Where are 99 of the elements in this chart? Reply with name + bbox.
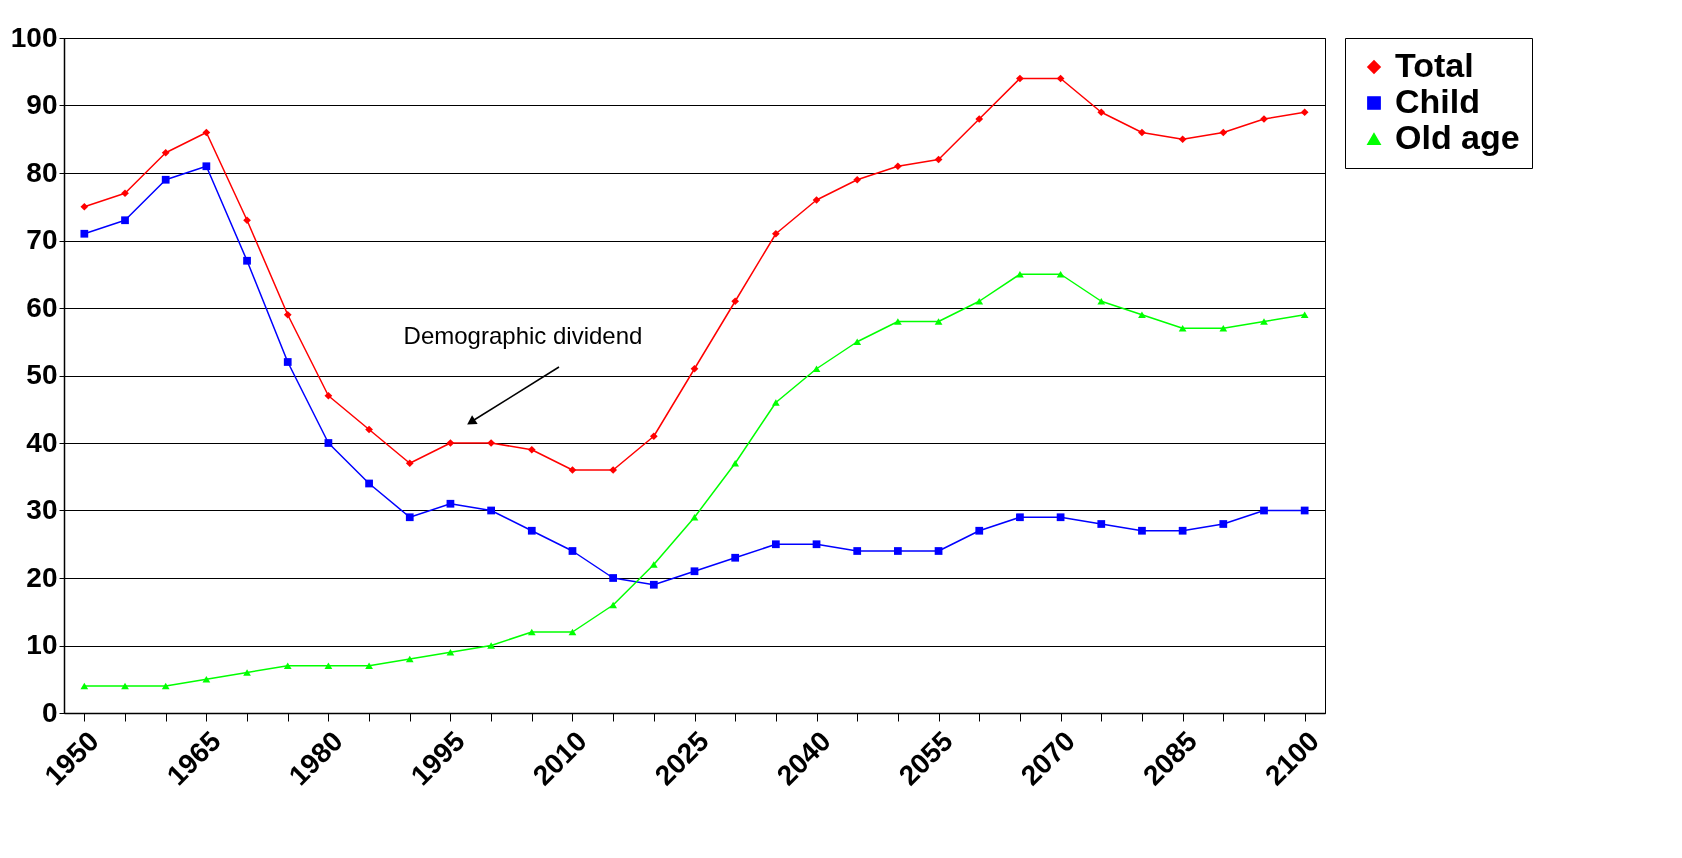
point	[161, 175, 170, 184]
point	[853, 338, 862, 346]
point	[812, 196, 821, 204]
point	[812, 365, 821, 373]
y-tick-label: 100	[10, 21, 58, 53]
point	[853, 175, 862, 184]
point	[690, 513, 699, 521]
point	[446, 439, 455, 447]
point	[243, 669, 251, 676]
point	[975, 297, 984, 305]
point	[202, 675, 211, 683]
point	[1219, 324, 1228, 332]
y-tick-label: 20	[26, 561, 58, 593]
point	[690, 567, 699, 576]
y-tick-label: 30	[26, 494, 58, 525]
y-tick-label: 10	[26, 629, 58, 660]
point	[324, 439, 333, 447]
point	[609, 466, 618, 474]
point	[1300, 311, 1309, 319]
point	[1016, 513, 1024, 522]
point	[243, 216, 251, 225]
point	[1219, 520, 1228, 528]
point	[1097, 297, 1106, 305]
point	[731, 297, 740, 306]
point	[324, 662, 333, 670]
point	[202, 162, 211, 171]
annotation: Demographic dividend	[403, 322, 643, 349]
point	[934, 318, 943, 325]
point	[894, 547, 902, 555]
point	[161, 148, 170, 157]
y-tick-label: 50	[26, 359, 58, 390]
y-tick-label: 90	[26, 89, 58, 120]
y-tick-label: 60	[26, 291, 58, 323]
point	[690, 364, 699, 373]
point	[80, 229, 89, 238]
point	[649, 432, 658, 441]
point	[365, 479, 373, 488]
point	[975, 526, 984, 535]
legend-label: Old age	[1395, 118, 1520, 156]
point	[1097, 108, 1106, 117]
point	[731, 459, 740, 467]
point	[731, 553, 740, 562]
point	[324, 391, 333, 400]
point	[121, 216, 129, 225]
point	[609, 601, 618, 609]
point	[1138, 311, 1146, 319]
legend-label: Total	[1395, 46, 1474, 84]
point	[568, 547, 577, 555]
point	[446, 499, 455, 508]
y-tick-label: 80	[26, 156, 58, 188]
y-tick-label: 40	[26, 426, 58, 458]
point	[121, 189, 129, 198]
point	[975, 115, 984, 123]
point	[568, 466, 577, 474]
point	[609, 574, 618, 582]
point	[1138, 128, 1146, 137]
point	[894, 162, 902, 171]
point	[1260, 506, 1268, 515]
point	[487, 642, 495, 649]
point	[365, 662, 373, 670]
point	[853, 547, 862, 555]
point	[1016, 270, 1024, 278]
point	[649, 561, 658, 568]
point	[771, 399, 780, 406]
point	[1178, 526, 1187, 535]
point	[1178, 324, 1187, 332]
point	[405, 513, 414, 522]
point	[894, 318, 902, 325]
point	[1178, 135, 1187, 144]
point	[812, 540, 821, 549]
point	[283, 358, 292, 366]
point	[1097, 520, 1106, 528]
point	[487, 506, 495, 515]
point	[1219, 128, 1228, 137]
point	[405, 459, 414, 468]
point	[1056, 513, 1065, 522]
point	[568, 628, 577, 636]
point	[1300, 506, 1309, 515]
point	[1260, 318, 1268, 325]
point	[527, 445, 536, 454]
point	[446, 648, 455, 656]
point	[771, 540, 780, 549]
point	[527, 526, 536, 535]
point	[771, 229, 780, 238]
point	[1056, 270, 1065, 278]
point	[283, 662, 292, 670]
point	[243, 256, 251, 265]
point	[283, 310, 292, 319]
point	[365, 425, 373, 434]
point	[202, 128, 211, 137]
point	[649, 580, 658, 589]
point	[1016, 74, 1024, 83]
point	[1138, 526, 1146, 535]
point	[934, 547, 943, 555]
y-tick-label: 0	[41, 696, 58, 728]
y-tick-label: 70	[26, 224, 58, 255]
point	[80, 202, 89, 211]
legend-label: Child	[1395, 82, 1480, 120]
point	[1300, 108, 1309, 117]
